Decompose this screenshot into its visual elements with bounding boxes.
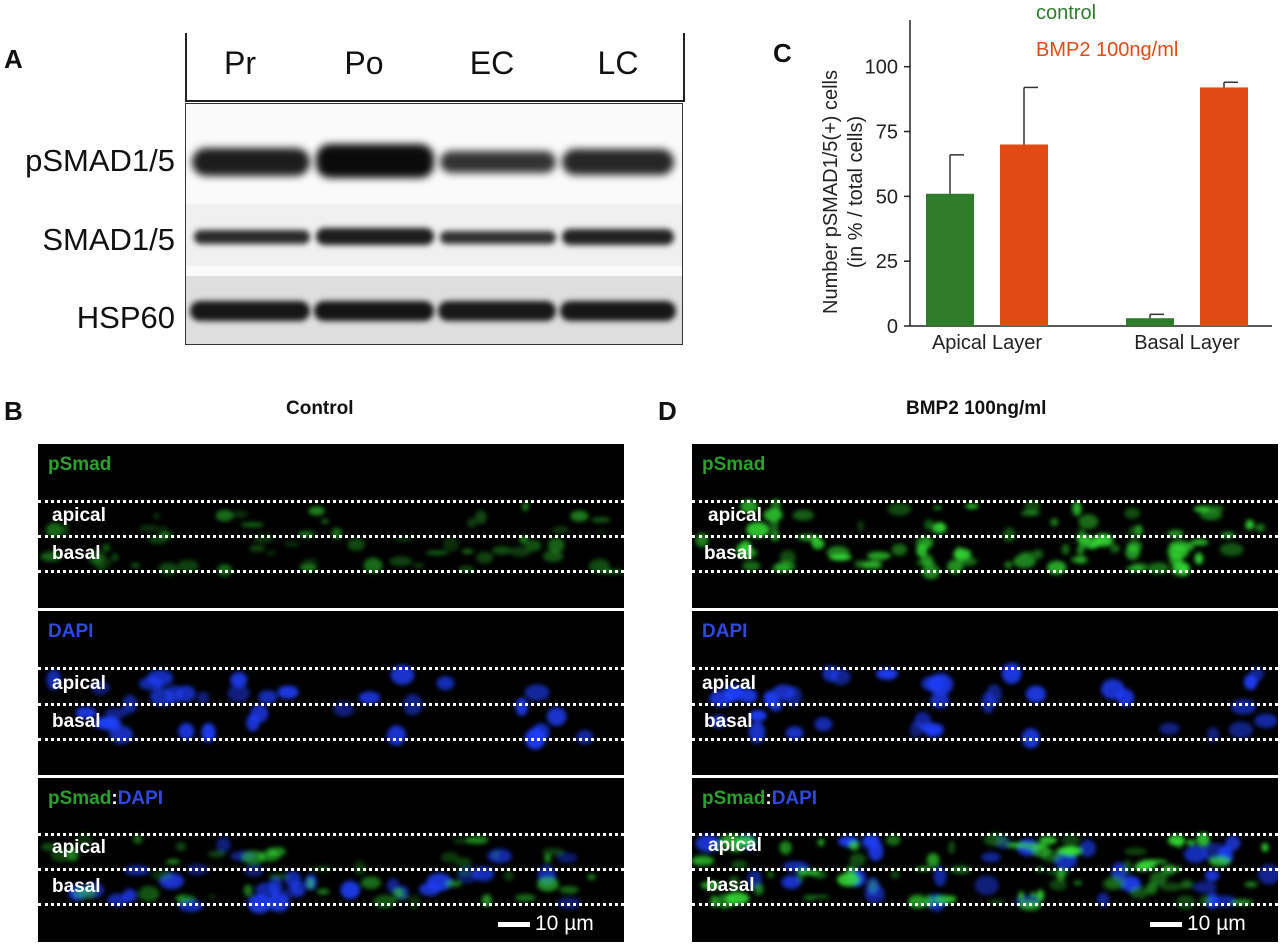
lane-label-lc: LC	[597, 45, 639, 81]
row-label-psmad: pSMAD1/5	[25, 143, 175, 178]
row-label-hsp60: HSP60	[76, 300, 175, 335]
blot-lane-header: Pr Po EC LC	[185, 33, 685, 102]
control-psmad-image: pSmad apical basal	[38, 444, 624, 608]
basal-label: basal	[52, 876, 101, 897]
y-axis-title-line2: (in % / total cells)	[845, 116, 867, 268]
western-blot-image	[185, 103, 683, 345]
legend-control: control	[1036, 2, 1096, 24]
row-label-smad: SMAD1/5	[42, 222, 175, 257]
bmp2-merge-image: pSmad:DAPI apical basal 10 µm	[692, 778, 1278, 942]
merge-psmad: pSmad	[48, 788, 112, 809]
panel-c-letter: C	[773, 38, 792, 68]
y-tick-label: 75	[876, 122, 898, 144]
basal-label: basal	[704, 543, 753, 564]
band-hsp60-pr	[190, 301, 310, 321]
channel-label-dapi: DAPI	[48, 621, 94, 642]
panel-b-title: Control	[286, 398, 354, 419]
scale-bar-label: 10 µm	[1187, 912, 1246, 935]
band-hsp60-lc	[560, 301, 676, 321]
channel-label-merge: pSmad:DAPI	[702, 788, 817, 810]
basal-label: basal	[706, 875, 755, 896]
lane-label-po: Po	[344, 45, 384, 81]
bar	[926, 193, 974, 326]
merge-dapi: DAPI	[117, 788, 164, 809]
bmp2-psmad-image: pSmad apical basal	[692, 444, 1278, 608]
apical-label: apical	[52, 837, 106, 858]
apical-label: apical	[52, 673, 106, 694]
channel-label-psmad: pSmad	[48, 454, 112, 475]
channel-label-merge: pSmad:DAPI	[48, 788, 163, 810]
basal-label: basal	[52, 711, 101, 732]
bar	[1126, 318, 1174, 326]
apical-label: apical	[52, 505, 106, 526]
band-psmad-po	[316, 144, 434, 178]
band-psmad-lc	[562, 149, 674, 175]
band-hsp60-po	[314, 301, 434, 321]
panel-a-letter: A	[4, 44, 23, 74]
x-category-label: Basal Layer	[1134, 332, 1240, 354]
control-merge-image: pSmad:DAPI apical basal 10 µm	[38, 778, 624, 942]
basal-label: basal	[704, 711, 753, 732]
y-tick-label: 100	[865, 57, 898, 79]
band-psmad-ec	[440, 151, 556, 173]
scale-bar	[498, 922, 530, 927]
band-smad-pr	[194, 230, 310, 244]
control-dapi-image: DAPI apical basal	[38, 611, 624, 775]
channel-label-dapi: DAPI	[702, 621, 748, 642]
band-psmad-pr	[192, 148, 310, 176]
merge-colon: :	[765, 788, 772, 809]
channel-label-psmad: pSmad	[702, 454, 766, 475]
scale-bar	[1150, 922, 1182, 927]
bmp2-dapi-image: DAPI apical basal	[692, 611, 1278, 775]
merge-dapi: DAPI	[771, 788, 818, 809]
band-smad-po	[316, 228, 434, 245]
bar-chart: control BMP2 100ng/ml Number pSMAD1/5(+)…	[800, 0, 1280, 360]
panel-d-letter: D	[658, 396, 677, 426]
band-smad-lc	[562, 229, 674, 245]
scale-bar-label: 10 µm	[535, 912, 594, 935]
bar	[1000, 144, 1048, 326]
apical-label: apical	[702, 673, 756, 694]
band-smad-ec	[440, 231, 556, 244]
merge-psmad: pSmad	[702, 788, 766, 809]
bar-chart-svg: control BMP2 100ng/ml Number pSMAD1/5(+)…	[820, 2, 1272, 354]
lane-label-ec: EC	[469, 45, 515, 81]
x-category-label: Apical Layer	[932, 332, 1042, 354]
apical-label: apical	[708, 505, 762, 526]
band-hsp60-ec	[438, 301, 556, 321]
y-tick-label: 25	[876, 251, 898, 273]
lane-label-pr: Pr	[224, 45, 256, 81]
panel-b-letter: B	[4, 396, 23, 426]
basal-label: basal	[52, 543, 101, 564]
apical-label: apical	[708, 835, 762, 856]
panel-d-title: BMP2 100ng/ml	[906, 398, 1047, 419]
y-tick-label: 50	[876, 186, 898, 208]
y-axis-title-line1: Number pSMAD1/5(+) cells	[820, 70, 842, 314]
bar	[1200, 87, 1248, 326]
merge-colon: :	[111, 788, 118, 809]
legend-bmp2: BMP2 100ng/ml	[1036, 39, 1178, 61]
y-tick-label: 0	[887, 316, 898, 338]
